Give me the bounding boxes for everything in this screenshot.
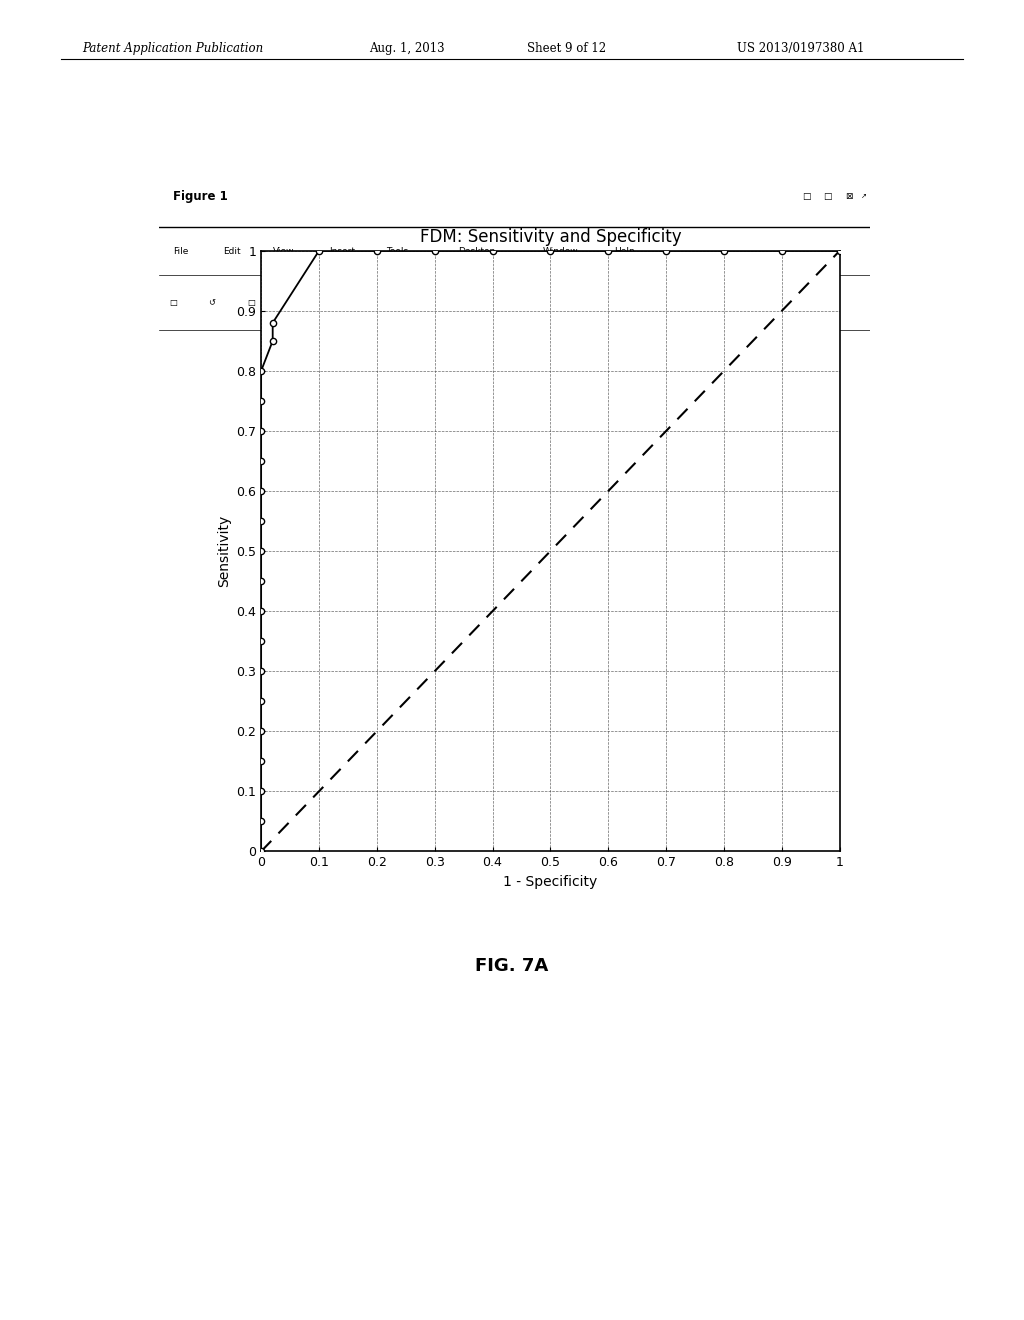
Text: Insert: Insert (330, 247, 355, 256)
Text: Help: Help (614, 247, 635, 256)
Text: US 2013/0197380 A1: US 2013/0197380 A1 (737, 42, 864, 55)
Text: ⊖: ⊖ (422, 298, 429, 306)
Text: □: □ (614, 298, 622, 306)
Text: □: □ (823, 191, 831, 201)
Text: ⌨: ⌨ (557, 298, 569, 306)
Text: Window: Window (543, 247, 579, 256)
Text: ⊟: ⊟ (750, 298, 757, 306)
Text: Figure 1: Figure 1 (173, 190, 227, 203)
Text: ✋: ✋ (461, 298, 466, 306)
Text: Aug. 1, 2013: Aug. 1, 2013 (369, 42, 444, 55)
Text: ⊞: ⊞ (653, 298, 660, 306)
Text: Sheet 9 of 12: Sheet 9 of 12 (527, 42, 606, 55)
Text: Edit: Edit (223, 247, 241, 256)
Text: ⊕: ⊕ (383, 298, 390, 306)
Text: ↖: ↖ (344, 298, 351, 306)
Text: Patent Application Publication: Patent Application Publication (82, 42, 263, 55)
Text: View: View (272, 247, 294, 256)
Y-axis label: Sensitivity: Sensitivity (217, 515, 230, 587)
Text: □: □ (711, 298, 718, 306)
X-axis label: 1 - Specificity: 1 - Specificity (503, 875, 598, 888)
Text: File: File (173, 247, 188, 256)
Title: FDM: Sensitivity and Specificity: FDM: Sensitivity and Specificity (420, 228, 681, 247)
Text: Tools: Tools (386, 247, 409, 256)
Bar (159, 165, 870, 227)
Text: ↺: ↺ (501, 298, 507, 306)
Text: ⊞: ⊞ (287, 298, 294, 306)
Text: ↗: ↗ (861, 193, 867, 199)
Text: FIG. 7A: FIG. 7A (475, 957, 549, 975)
Text: □: □ (248, 298, 256, 306)
Text: ⊠: ⊠ (845, 191, 853, 201)
Text: Desktop: Desktop (458, 247, 495, 256)
Text: □: □ (802, 191, 811, 201)
Text: ↺: ↺ (209, 298, 215, 306)
Text: □: □ (169, 298, 177, 306)
